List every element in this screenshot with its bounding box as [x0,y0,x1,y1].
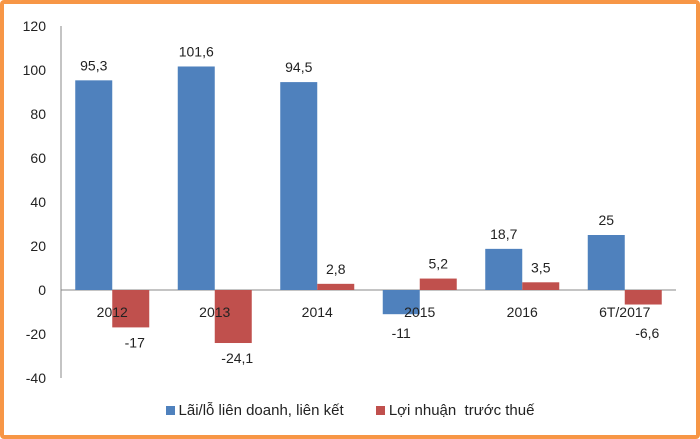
bar-blue [587,235,625,290]
legend-swatch-red [375,406,385,415]
y-tick-label: 80 [30,106,46,122]
x-tick-label: 6T/2017 [599,304,651,320]
bar-red [419,278,457,290]
data-label: 2,8 [326,261,346,277]
y-tick-label: 0 [38,282,46,298]
legend-item-series-2: Lợi nhuận trước thuế [375,402,535,419]
data-label: 101,6 [179,43,214,59]
data-label: 95,3 [80,57,107,73]
x-tick-label: 2012 [97,304,128,320]
y-tick-label: 60 [30,150,46,166]
data-label: 25 [598,212,614,228]
data-label: 3,5 [531,259,551,275]
x-tick-label: 2015 [404,304,435,320]
bar-blue [75,80,113,290]
bar-red [112,290,150,328]
bar-blue [485,248,523,290]
y-tick-label: 100 [23,62,47,78]
data-label: 5,2 [429,256,449,272]
legend-label: Lãi/lỗ liên doanh, liên kết [178,402,344,419]
x-tick-label: 2014 [302,304,333,320]
bar-red [317,283,355,290]
data-label: -11 [392,325,411,341]
bar-blue [382,290,420,315]
data-label: -17 [125,334,145,350]
legend-item-series-1: Lãi/lỗ liên doanh, liên kết [165,402,344,419]
data-label: 94,5 [285,59,312,75]
legend-label: Lợi nhuận trước thuế [388,402,535,419]
data-label: -24,1 [221,350,253,366]
legend-swatch-blue [165,406,175,415]
bar-chart: 120 100 80 60 40 20 0 -20 -40 95,3 -17 2012 101,6 -24… [23,18,676,386]
bar-red [624,290,662,305]
bar-blue [280,82,318,290]
y-tick-label: -40 [26,370,46,386]
bar-blue [177,66,215,290]
x-tick-label: 2013 [199,304,230,320]
bar-red [522,282,560,290]
x-tick-label: 2016 [507,304,538,320]
data-label: -6,6 [635,325,659,341]
y-tick-label: 120 [23,18,47,34]
y-tick-label: 40 [30,194,46,210]
y-tick-label: -20 [26,326,46,342]
data-label: 18,7 [490,226,517,242]
bar-red [214,290,252,344]
y-tick-label: 20 [30,238,46,254]
legend: Lãi/lỗ liên doanh, liên kết Lợi nhuận tr… [4,402,696,419]
